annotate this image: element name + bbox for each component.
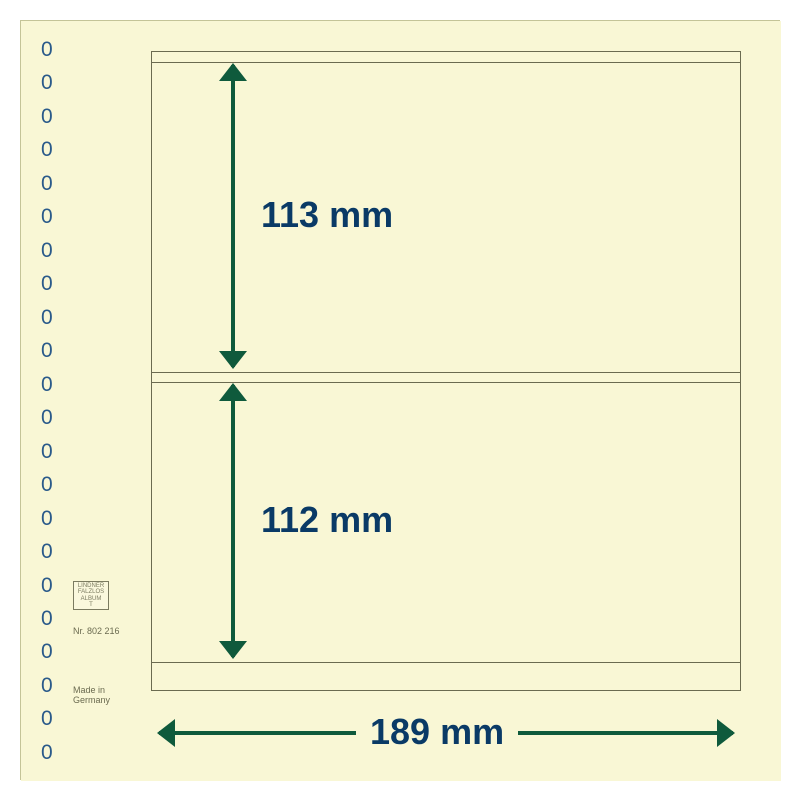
binder-hole: 0 (41, 508, 71, 529)
binder-hole: 0 (41, 608, 71, 629)
album-page: 0 0 0 0 0 0 0 0 0 0 0 0 0 0 0 0 0 0 0 0 0 0 113 mm 112 mm 189… (21, 21, 781, 781)
pocket-divider (152, 372, 740, 373)
pocket-foot-strip (152, 662, 740, 663)
dim-arrowhead-width-left (157, 719, 175, 747)
brand-logo-line: T (76, 602, 106, 608)
dim-arrowhead-top-down (219, 351, 247, 369)
dim-label-width: 189 mm (356, 711, 518, 753)
album-page-outline: 0 0 0 0 0 0 0 0 0 0 0 0 0 0 0 0 0 0 0 0 0 0 113 mm 112 mm 189… (20, 20, 780, 780)
brand-logo: LINDNERFALZLOSALBUMT (73, 581, 109, 610)
dim-label-top-pocket: 113 mm (261, 194, 393, 236)
dim-label-bottom-pocket: 112 mm (261, 499, 393, 541)
dim-arrowhead-width-right (717, 719, 735, 747)
binder-hole: 0 (41, 474, 71, 495)
binder-hole: 0 (41, 39, 71, 60)
binder-hole: 0 (41, 307, 71, 328)
binder-hole: 0 (41, 541, 71, 562)
made-in-label: Made in Germany (73, 686, 110, 706)
binder-hole: 0 (41, 441, 71, 462)
binder-hole: 0 (41, 139, 71, 160)
product-code: Nr. 802 216 (73, 627, 120, 637)
binder-hole: 0 (41, 374, 71, 395)
dim-arrow-top-pocket (231, 65, 235, 367)
binder-hole: 0 (41, 206, 71, 227)
binder-hole: 0 (41, 708, 71, 729)
dim-arrowhead-bottom-up (219, 383, 247, 401)
binder-hole: 0 (41, 240, 71, 261)
dim-arrowhead-top-up (219, 63, 247, 81)
binder-hole: 0 (41, 273, 71, 294)
binder-hole: 0 (41, 72, 71, 93)
binder-hole: 0 (41, 575, 71, 596)
binder-hole: 0 (41, 106, 71, 127)
dim-arrowhead-bottom-down (219, 641, 247, 659)
binder-hole: 0 (41, 173, 71, 194)
binder-hole: 0 (41, 742, 71, 763)
pocket-area (151, 51, 741, 691)
binder-holes-column: 0 0 0 0 0 0 0 0 0 0 0 0 0 0 0 0 0 0 0 0 0 0 (41, 21, 71, 781)
brand-logo-line: FALZLOS (76, 589, 106, 595)
binder-hole: 0 (41, 675, 71, 696)
dim-arrow-bottom-pocket (231, 385, 235, 657)
binder-hole: 0 (41, 407, 71, 428)
binder-hole: 0 (41, 340, 71, 361)
binder-hole: 0 (41, 641, 71, 662)
